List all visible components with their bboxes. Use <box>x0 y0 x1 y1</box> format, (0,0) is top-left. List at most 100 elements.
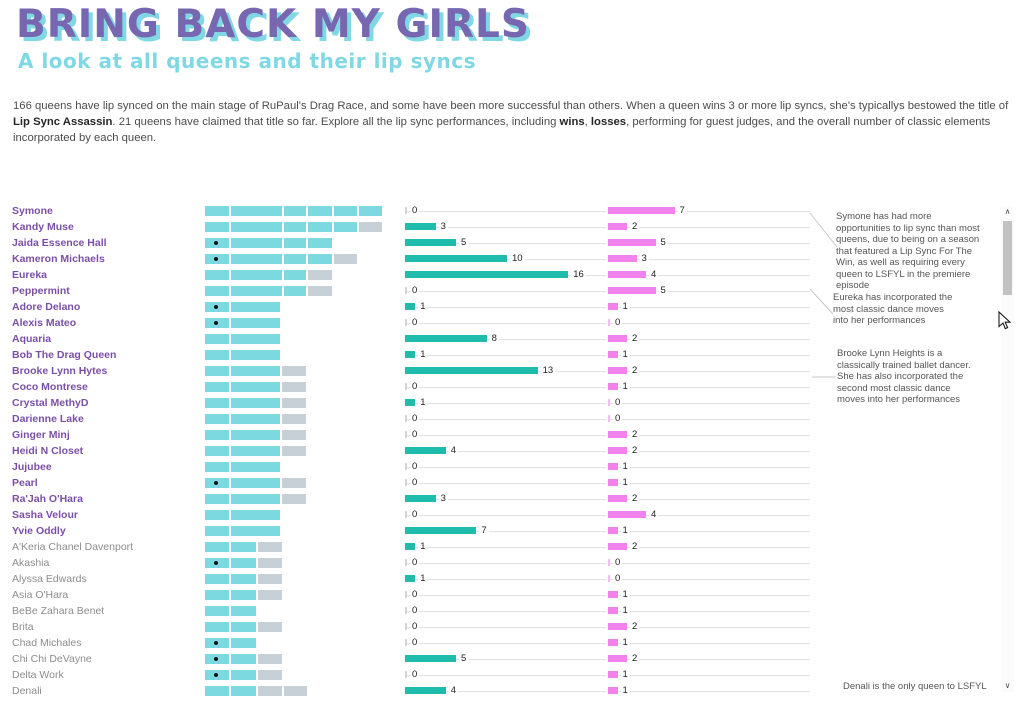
queen-name[interactable]: Chi Chi DeVayne <box>12 653 92 665</box>
lipsync-segment-gray[interactable] <box>282 478 306 488</box>
lipsync-segment-teal[interactable] <box>334 206 357 216</box>
queen-name[interactable]: Ginger Minj <box>12 429 70 441</box>
classic-elements-bar[interactable] <box>405 671 407 678</box>
queen-name[interactable]: Alexis Mateo <box>12 317 77 329</box>
queen-name[interactable]: Darienne Lake <box>12 413 84 425</box>
lipsync-segment-teal[interactable] <box>231 270 282 280</box>
queen-name[interactable]: Pearl <box>12 477 38 489</box>
lipsync-segment-teal[interactable] <box>231 526 280 536</box>
lipsync-segment-teal[interactable] <box>205 622 229 632</box>
lipsync-segment-teal[interactable] <box>334 222 357 232</box>
classic-elements-bar[interactable] <box>405 319 407 326</box>
lipsync-segment-gray[interactable] <box>359 222 382 232</box>
classic-elements-bar[interactable] <box>405 607 407 614</box>
lipsync-segment-teal[interactable] <box>231 590 256 600</box>
queen-name[interactable]: Coco Montrese <box>12 381 88 393</box>
wins-bar[interactable] <box>608 431 627 438</box>
lipsync-segment-teal[interactable] <box>231 462 280 472</box>
classic-elements-bar[interactable] <box>405 447 446 454</box>
lipsync-segment-teal[interactable] <box>205 206 229 216</box>
lipsync-segment-teal[interactable] <box>205 302 229 312</box>
lipsync-segment-teal[interactable] <box>359 206 382 216</box>
lipsync-segment-teal[interactable] <box>205 510 229 520</box>
lipsync-segment-teal[interactable] <box>231 334 280 344</box>
wins-bar[interactable] <box>608 607 618 614</box>
lipsync-segment-gray[interactable] <box>258 622 282 632</box>
lipsync-segment-teal[interactable] <box>231 622 256 632</box>
lipsync-segment-teal[interactable] <box>205 286 229 296</box>
lipsync-segment-teal[interactable] <box>284 286 306 296</box>
wins-bar[interactable] <box>608 447 627 454</box>
queen-name[interactable]: Brita <box>12 621 34 633</box>
lipsync-segment-teal[interactable] <box>205 670 229 680</box>
lipsync-segment-teal[interactable] <box>205 414 229 424</box>
lipsync-segment-teal[interactable] <box>308 222 332 232</box>
wins-bar[interactable] <box>608 255 637 262</box>
lipsync-segment-teal[interactable] <box>284 270 306 280</box>
lipsync-segment-teal[interactable] <box>231 654 256 664</box>
lipsync-segment-teal[interactable] <box>231 222 282 232</box>
lipsync-segment-gray[interactable] <box>282 494 306 504</box>
classic-elements-bar[interactable] <box>405 543 416 550</box>
wins-bar[interactable] <box>608 207 675 214</box>
lipsync-segment-teal[interactable] <box>205 318 229 328</box>
wins-bar[interactable] <box>608 367 627 374</box>
queen-name[interactable]: Denali <box>12 685 42 697</box>
queen-name[interactable]: Jaida Essence Hall <box>12 237 107 249</box>
vertical-scrollbar[interactable]: ∧ ∨ <box>1001 206 1014 692</box>
wins-bar[interactable] <box>608 463 618 470</box>
lipsync-segment-teal[interactable] <box>231 286 282 296</box>
queen-name[interactable]: Bob The Drag Queen <box>12 349 117 361</box>
classic-elements-bar[interactable] <box>405 303 416 310</box>
classic-elements-bar[interactable] <box>405 639 407 646</box>
queen-name[interactable]: Aquaria <box>12 333 52 345</box>
queen-name[interactable]: Kameron Michaels <box>12 253 105 265</box>
queen-name[interactable]: Chad Michales <box>12 637 82 649</box>
queen-name[interactable]: A'Keria Chanel Davenport <box>12 541 134 553</box>
wins-bar[interactable] <box>608 383 618 390</box>
wins-bar[interactable] <box>608 575 610 582</box>
classic-elements-bar[interactable] <box>405 623 407 630</box>
lipsync-segment-teal[interactable] <box>231 494 280 504</box>
lipsync-segment-teal[interactable] <box>231 414 280 424</box>
classic-elements-bar[interactable] <box>405 495 436 502</box>
classic-elements-bar[interactable] <box>405 687 446 694</box>
classic-elements-bar[interactable] <box>405 431 407 438</box>
classic-elements-bar[interactable] <box>405 559 407 566</box>
classic-elements-bar[interactable] <box>405 463 407 470</box>
classic-elements-bar[interactable] <box>405 527 477 534</box>
lipsync-segment-teal[interactable] <box>205 638 229 648</box>
classic-elements-bar[interactable] <box>405 479 407 486</box>
lipsync-segment-teal[interactable] <box>205 254 229 264</box>
lipsync-segment-teal[interactable] <box>205 270 229 280</box>
lipsync-segment-teal[interactable] <box>231 398 280 408</box>
classic-elements-bar[interactable] <box>405 511 407 518</box>
lipsync-segment-gray[interactable] <box>334 254 357 264</box>
classic-elements-bar[interactable] <box>405 255 507 262</box>
lipsync-segment-gray[interactable] <box>258 654 282 664</box>
lipsync-segment-teal[interactable] <box>231 254 282 264</box>
wins-bar[interactable] <box>608 623 627 630</box>
lipsync-segment-gray[interactable] <box>282 430 306 440</box>
wins-bar[interactable] <box>608 639 618 646</box>
lipsync-segment-teal[interactable] <box>205 222 229 232</box>
lipsync-segment-teal[interactable] <box>231 318 280 328</box>
lipsync-segment-gray[interactable] <box>282 414 306 424</box>
lipsync-segment-teal[interactable] <box>284 238 306 248</box>
lipsync-segment-teal[interactable] <box>284 222 306 232</box>
lipsync-segment-gray[interactable] <box>258 574 282 584</box>
queen-name[interactable]: Akashia <box>12 557 50 569</box>
classic-elements-bar[interactable] <box>405 271 569 278</box>
wins-bar[interactable] <box>608 223 627 230</box>
queen-name[interactable]: Heidi N Closet <box>12 445 84 457</box>
wins-bar[interactable] <box>608 543 627 550</box>
lipsync-segment-teal[interactable] <box>308 238 332 248</box>
queen-name[interactable]: Alyssa Edwards <box>12 573 87 585</box>
lipsync-segment-gray[interactable] <box>258 686 282 696</box>
queen-name[interactable]: Delta Work <box>12 669 64 681</box>
lipsync-segment-teal[interactable] <box>205 366 229 376</box>
lipsync-segment-teal[interactable] <box>205 478 229 488</box>
classic-elements-bar[interactable] <box>405 591 407 598</box>
queen-name[interactable]: Peppermint <box>12 285 70 297</box>
wins-bar[interactable] <box>608 399 610 406</box>
